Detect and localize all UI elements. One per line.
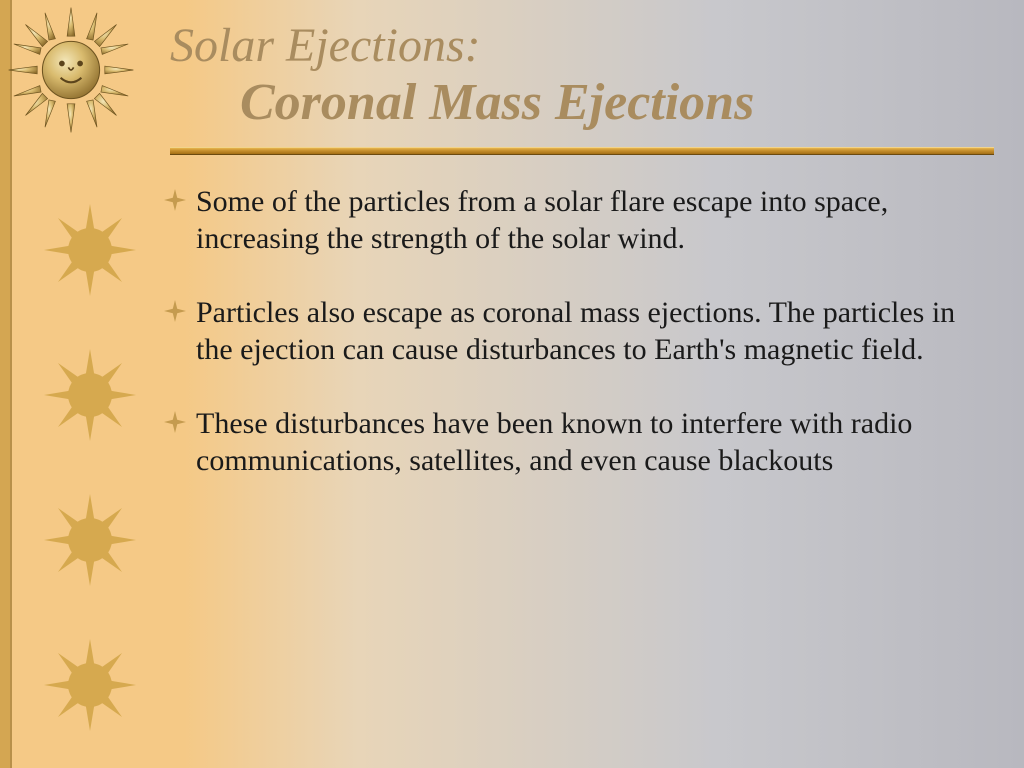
- sidebar-sun-column: [0, 0, 165, 768]
- content-area: Solar Ejections: Coronal Mass Ejections …: [170, 20, 994, 516]
- title-divider: [170, 147, 994, 155]
- sun-shadow-icon: [40, 345, 130, 435]
- sun-shadow-icon: [40, 200, 130, 290]
- list-item: These disturbances have been known to in…: [170, 405, 994, 480]
- sun-shadow-icon: [40, 490, 130, 580]
- star-bullet-icon: [164, 189, 186, 211]
- star-bullet-icon: [164, 411, 186, 433]
- list-item: Particles also escape as coronal mass ej…: [170, 294, 994, 369]
- bullet-list: Some of the particles from a solar flare…: [170, 183, 994, 480]
- sun-shadow-icon: [40, 635, 130, 725]
- star-bullet-icon: [164, 300, 186, 322]
- sun-main-ornament: [6, 5, 136, 135]
- bullet-text: Some of the particles from a solar flare…: [196, 185, 888, 256]
- slide-container: Solar Ejections: Coronal Mass Ejections …: [0, 0, 1024, 768]
- list-item: Some of the particles from a solar flare…: [170, 183, 994, 258]
- title-main: Coronal Mass Ejections: [170, 73, 994, 133]
- title-pretext: Solar Ejections:: [170, 20, 994, 73]
- bullet-text: These disturbances have been known to in…: [196, 407, 912, 478]
- bullet-text: Particles also escape as coronal mass ej…: [196, 296, 955, 367]
